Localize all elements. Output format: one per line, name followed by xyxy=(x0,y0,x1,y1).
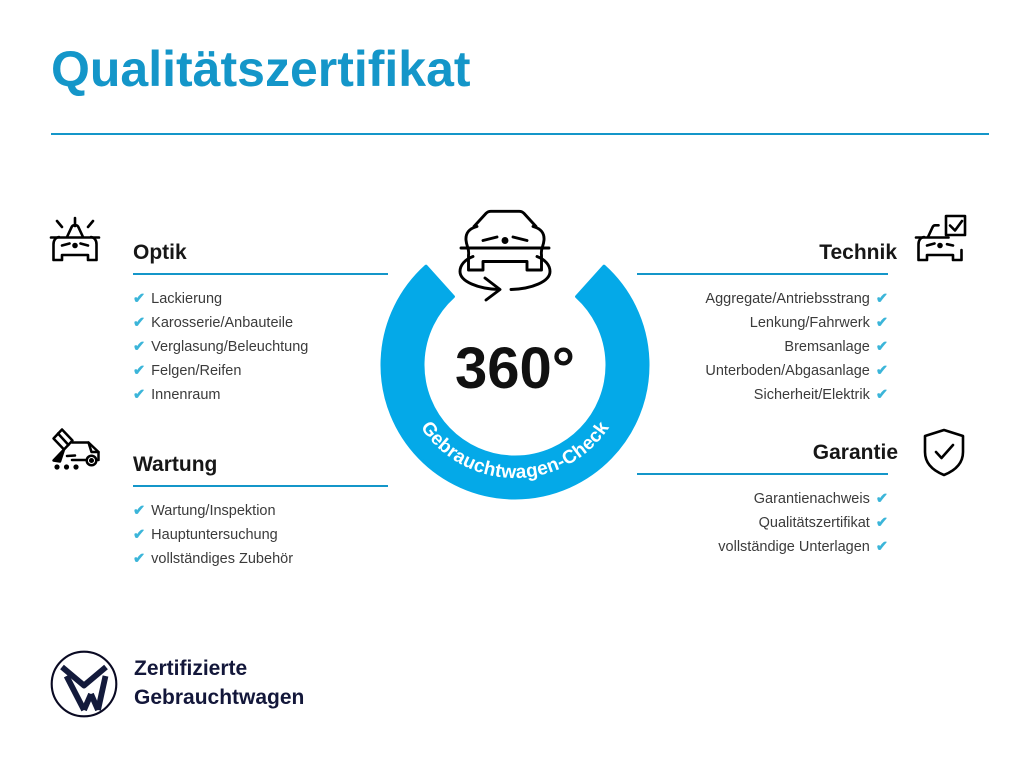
svg-text:360°: 360° xyxy=(455,336,575,401)
